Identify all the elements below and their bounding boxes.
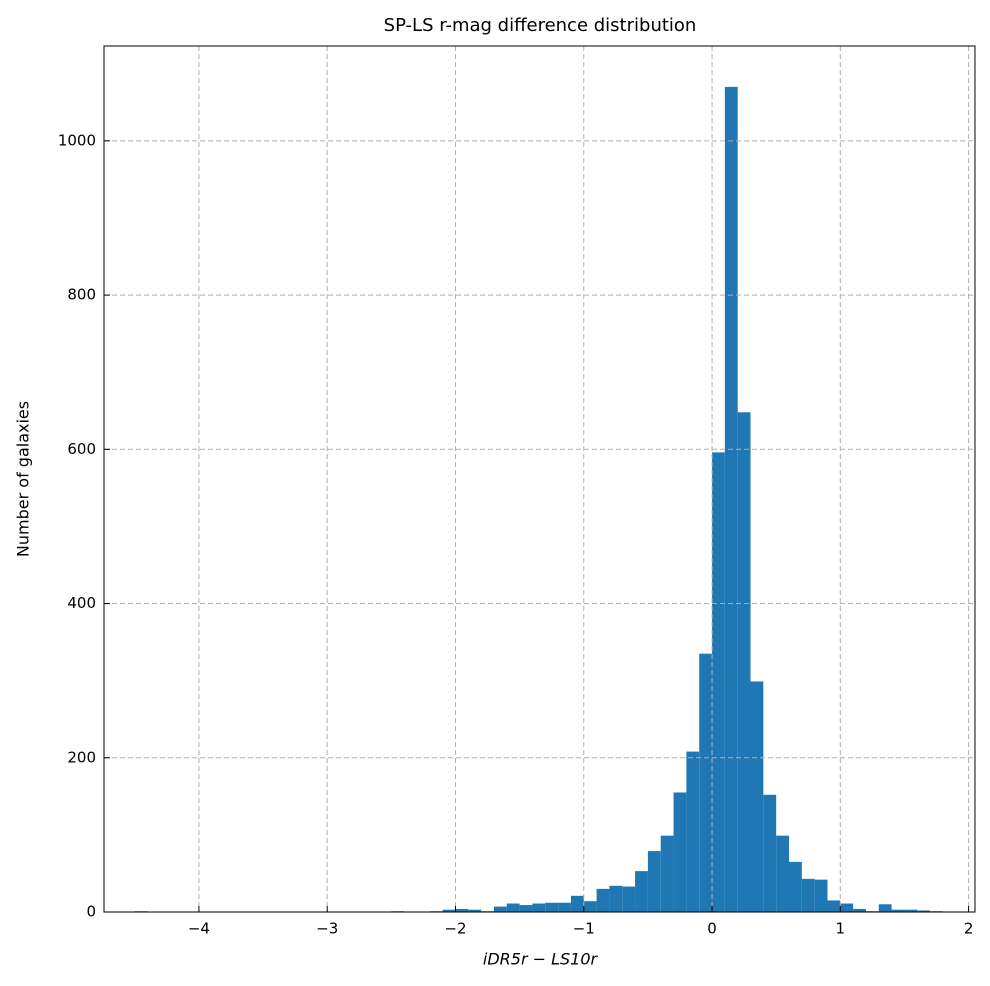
bar: [788, 861, 802, 912]
bar: [891, 909, 905, 912]
plot-frame: [103, 45, 976, 913]
bar: [840, 903, 854, 912]
bar: [699, 653, 713, 912]
y-tick-label: 800: [67, 286, 96, 304]
bar: [442, 909, 456, 912]
x-tick-label: −4: [188, 920, 210, 938]
bar: [519, 905, 533, 912]
bar: [814, 879, 828, 912]
bar: [468, 909, 482, 912]
x-tick-label: 1: [836, 920, 846, 938]
x-tick-label: −3: [316, 920, 338, 938]
bar: [622, 886, 636, 912]
y-axis-label: Number of galaxies: [14, 401, 33, 557]
chart-title: SP-LS r-mag difference distribution: [384, 15, 697, 36]
bar: [583, 901, 597, 912]
bar: [917, 910, 931, 912]
y-tick-label: 0: [86, 903, 96, 921]
bar: [878, 904, 892, 912]
bar: [609, 885, 623, 912]
bar: [801, 878, 815, 912]
x-tick-label: 0: [707, 920, 717, 938]
y-tick-label: 1000: [58, 131, 96, 149]
bar: [673, 792, 687, 912]
bar: [712, 452, 725, 912]
bar: [724, 86, 738, 913]
bar: [506, 903, 520, 912]
bar: [596, 888, 610, 912]
bar: [750, 681, 764, 912]
bar: [570, 895, 584, 912]
y-tick-label: 200: [67, 748, 96, 766]
bar: [660, 835, 674, 912]
bar: [763, 794, 777, 912]
x-tick-label: −1: [573, 920, 595, 938]
bar: [904, 909, 918, 912]
x-tick-label: −2: [444, 920, 466, 938]
bar: [686, 751, 700, 912]
bar: [635, 871, 648, 912]
bar: [545, 902, 559, 912]
bar: [647, 851, 661, 912]
bar: [853, 908, 866, 912]
bar: [455, 908, 469, 912]
bar: [558, 902, 571, 912]
x-axis-label: iDR5r − LS10r: [483, 950, 599, 969]
x-tick-label: 2: [964, 920, 974, 938]
bar: [776, 835, 789, 912]
y-tick-label: 400: [67, 594, 96, 612]
bar: [532, 903, 546, 912]
y-tick-label: 600: [67, 440, 96, 458]
bar: [827, 900, 841, 912]
bar: [737, 412, 751, 912]
bar: [493, 906, 507, 912]
